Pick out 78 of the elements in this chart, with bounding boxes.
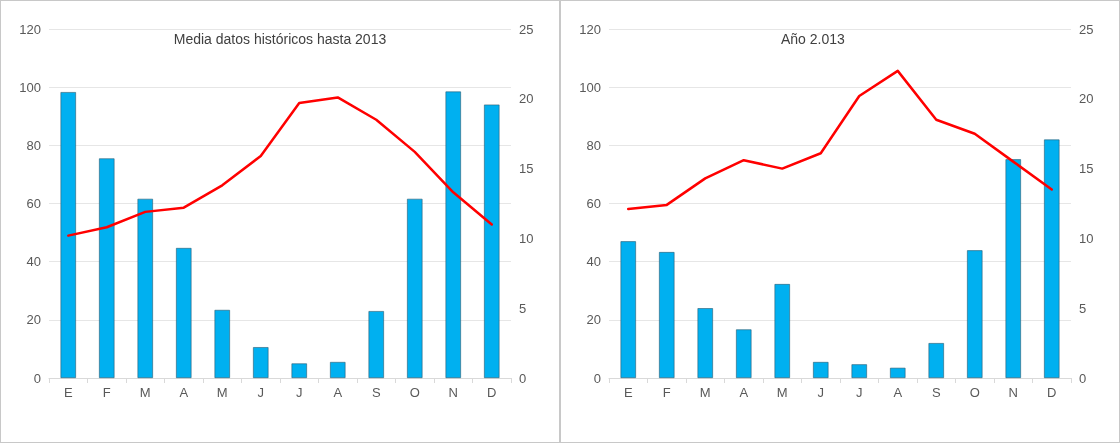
y-tick-label: 100 — [579, 79, 601, 95]
chart-title: Año 2.013 — [781, 31, 846, 47]
x-tick-label: O — [409, 385, 420, 400]
y2-tick-label: 20 — [1079, 91, 1094, 107]
line-series — [627, 69, 1053, 211]
x-tick-label: A — [179, 385, 189, 400]
x-tick-label: J — [817, 385, 824, 400]
y-tick-label: 60 — [26, 196, 41, 211]
x-tick-label: M — [216, 385, 228, 400]
bar — [99, 158, 115, 378]
bar — [253, 347, 269, 378]
bar — [659, 252, 675, 378]
y2-tick-label: 0 — [1079, 370, 1087, 386]
x-tick-label: M — [699, 385, 711, 400]
x-tick-label: O — [969, 385, 980, 400]
y-tick-label: 20 — [26, 312, 41, 328]
y-tick-label: 60 — [586, 196, 601, 211]
bar — [484, 104, 500, 378]
y2-tick-label: 15 — [1079, 161, 1094, 177]
x-tick-label: N — [448, 385, 458, 400]
bar — [60, 92, 76, 378]
y2-tick-label: 10 — [519, 230, 534, 246]
y-tick-label: 20 — [586, 312, 601, 328]
y-tick-label: 40 — [26, 254, 41, 270]
x-tick-label: A — [893, 385, 903, 400]
chart-title: Media datos históricos hasta 2013 — [173, 31, 387, 47]
x-tick-label: F — [102, 385, 111, 400]
y2-tick-label: 0 — [519, 370, 527, 386]
x-tick-label: F — [662, 385, 671, 400]
y2-tick-label: 25 — [519, 21, 534, 37]
y2-tick-label: 10 — [1079, 230, 1094, 246]
y-tick-label: 100 — [19, 79, 41, 95]
x-tick-label: J — [257, 385, 264, 400]
y2-tick-label: 5 — [519, 300, 527, 316]
y-tick-label: 80 — [26, 137, 41, 153]
y-tick-label: 0 — [33, 370, 41, 386]
x-tick-label: D — [1047, 385, 1057, 400]
bar — [137, 198, 153, 378]
bar — [851, 364, 867, 378]
x-tick-label: J — [856, 385, 863, 400]
y2-tick-label: 20 — [519, 91, 534, 107]
x-tick-label: M — [139, 385, 151, 400]
bar — [736, 329, 752, 378]
bar — [1044, 139, 1060, 378]
bar — [813, 362, 829, 378]
line-series — [67, 96, 493, 237]
x-tick-label: A — [333, 385, 343, 400]
x-tick-label: S — [931, 385, 941, 400]
bar — [928, 343, 944, 378]
bar — [774, 284, 790, 378]
bar — [368, 311, 384, 378]
y2-tick-label: 5 — [1079, 300, 1087, 316]
bar — [407, 198, 423, 378]
y-tick-label: 40 — [586, 254, 601, 270]
bar — [1005, 159, 1021, 378]
y-tick-label: 80 — [586, 137, 601, 153]
x-tick-label: A — [739, 385, 749, 400]
x-tick-label: J — [296, 385, 303, 400]
bar — [890, 367, 906, 378]
y2-tick-label: 15 — [519, 161, 534, 177]
bar — [697, 308, 713, 378]
y2-tick-label: 25 — [1079, 21, 1094, 37]
bar — [214, 309, 230, 378]
x-tick-label: E — [623, 385, 633, 400]
bar — [291, 363, 307, 378]
bar — [330, 362, 346, 378]
x-tick-label: M — [776, 385, 788, 400]
y-tick-label: 120 — [579, 21, 601, 37]
y-tick-label: 120 — [19, 21, 41, 37]
x-tick-label: N — [1008, 385, 1018, 400]
x-tick-label: S — [371, 385, 381, 400]
bar — [967, 250, 983, 378]
bar — [620, 241, 636, 378]
x-tick-label: E — [63, 385, 73, 400]
bar — [176, 248, 192, 378]
bar — [445, 91, 461, 378]
x-tick-label: D — [487, 385, 497, 400]
y-tick-label: 0 — [593, 370, 601, 386]
